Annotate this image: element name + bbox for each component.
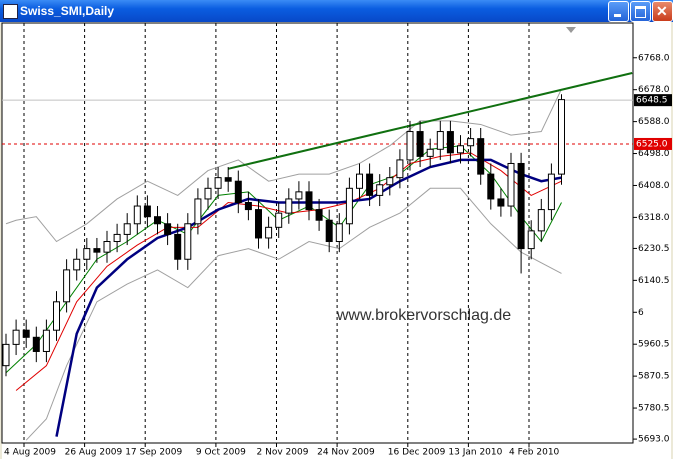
indicator-line [5,145,562,374]
candle-body [174,233,182,260]
candle-body [12,329,20,345]
candle-body [164,223,172,235]
candle-body [356,173,363,189]
candle-body [204,187,212,200]
candle-body [275,212,283,228]
x-tick-label: 4 Aug 2009 [4,448,56,458]
candle-body [265,226,273,239]
indicator-line [227,72,633,170]
watermark: www.brokervorschlag.de [336,307,511,324]
candle-body [547,173,555,211]
candle-body [63,269,71,303]
candle-body [285,198,293,214]
y-tick-label: 6408.0 [638,181,670,191]
indicator-line [25,187,562,441]
price-level-box [634,137,672,150]
maximize-button[interactable] [630,1,651,22]
candle-body [73,258,81,271]
candle-body [32,336,40,352]
x-tick-label: 2 Nov 2009 [257,448,309,458]
candle-body [436,131,444,150]
candle-body [345,187,353,225]
x-tick-label: 16 Dec 2009 [388,448,446,458]
candle-body [295,191,303,200]
candle-body [396,159,404,179]
candle-body [426,148,434,157]
candle-body [366,173,374,196]
chart-shift-marker[interactable] [566,27,576,33]
candle-body [376,184,384,196]
candle-body [83,248,91,260]
window-icon [3,4,18,19]
candle-body [22,329,30,338]
candle-body [537,209,545,232]
y-tick-label: 6588.0 [638,117,670,127]
indicator-line [5,88,562,243]
y-tick-label: 6318.0 [638,213,670,223]
candle-body [2,343,10,367]
candle-body [123,223,131,235]
candle-body [446,131,454,154]
y-tick-label: 5693.0 [638,435,670,445]
candle-body [244,201,252,211]
candle-body [507,162,515,207]
candle-body [517,162,525,250]
minimize-button[interactable] [608,1,629,22]
price-level-box [634,94,672,107]
y-tick-label: 6230.5 [638,244,670,254]
candle-body [113,233,121,243]
candle-body [194,198,202,225]
y-tick-label: 6 [638,308,644,318]
candle-body [416,131,424,157]
candle-body [53,301,60,331]
candle-body [143,205,151,218]
y-tick-label: 6140.5 [638,276,670,286]
window-title: Swiss_SMI,Daily [20,4,115,18]
candle-body [467,138,475,147]
x-tick-label: 26 Aug 2009 [65,448,123,458]
candle-body [477,138,485,175]
candle-body [497,198,505,207]
title-bar: Swiss_SMI,Daily ✕ [0,0,673,22]
candle-body [386,177,394,186]
x-tick-label: 4 Feb 2010 [509,448,560,458]
candle-body [234,180,242,203]
price-level-label: 6525.0 [636,139,668,149]
candle-body [325,219,333,243]
x-tick-label: 9 Oct 2009 [196,448,246,458]
candle-body [457,145,464,154]
candle-body [103,241,111,253]
candle-body [184,223,192,260]
candle-body [558,99,565,175]
candle-body [93,248,101,253]
price-level-label: 6648.5 [636,96,668,106]
candle-body [255,209,262,239]
x-tick-label: 17 Sep 2009 [125,448,182,458]
candle-body [224,177,232,182]
candle-body [214,177,222,189]
candle-body [305,191,313,211]
candle-body [42,329,50,352]
candle-body [487,173,495,200]
y-tick-label: 5780.5 [638,404,670,414]
candle-body [133,205,141,225]
candle-body [315,209,323,221]
y-tick-label: 5960.5 [638,340,670,350]
y-tick-label: 6768.0 [638,53,670,63]
candle-body [406,131,414,161]
y-tick-label: 6498.0 [638,149,670,159]
x-tick-label: 13 Jan 2010 [448,448,502,458]
candle-body [527,230,535,250]
plot-border [1,22,634,444]
candle-body [154,216,161,225]
x-tick-label: 24 Nov 2009 [317,448,375,458]
y-tick-label: 5870.5 [638,372,670,382]
candle-body [335,223,343,243]
y-tick-label: 6678.0 [638,85,670,95]
